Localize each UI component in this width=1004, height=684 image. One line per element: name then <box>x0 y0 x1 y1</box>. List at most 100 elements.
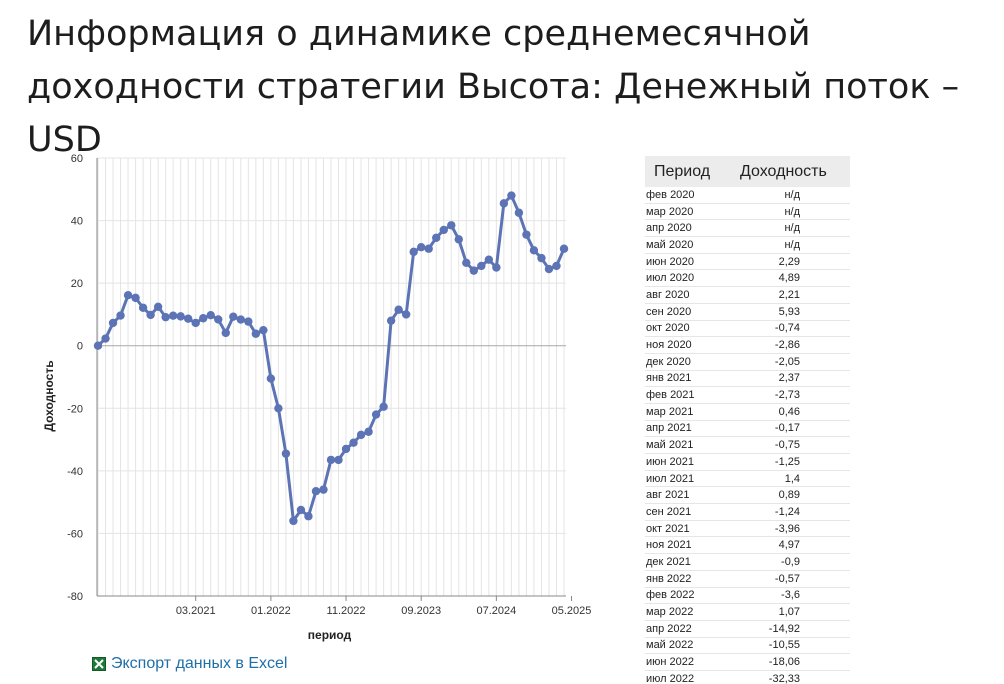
row-yield: -0,57 <box>736 570 850 588</box>
row-yield: 2,29 <box>736 253 850 271</box>
row-yield: -14,92 <box>736 620 850 638</box>
row-yield: -2,05 <box>736 353 850 371</box>
data-point <box>319 485 328 494</box>
row-period: июл 2020 <box>645 269 736 288</box>
row-period: июн 2020 <box>645 253 736 271</box>
data-point <box>274 404 283 413</box>
x-tick-label: 01.2022 <box>251 605 291 617</box>
row-yield: -2,73 <box>736 386 850 404</box>
row-period: фев 2021 <box>645 386 736 404</box>
data-point <box>236 315 246 324</box>
data-point <box>416 242 426 252</box>
data-point <box>251 329 261 338</box>
data-point <box>394 305 403 314</box>
page-title: Информация о динамике среднемесячной дох… <box>27 14 960 160</box>
row-yield: -1,24 <box>736 503 850 521</box>
row-yield: 2,37 <box>736 370 850 388</box>
row-yield: н/д <box>736 236 850 254</box>
data-point <box>341 444 351 454</box>
row-yield: -0,75 <box>736 436 850 454</box>
yield-table-container[interactable]: Период Доходность фев 2020 н/д мар 2020 н/д… <box>645 156 850 684</box>
data-point <box>544 264 554 274</box>
row-yield: -1,25 <box>736 453 850 471</box>
data-point <box>311 486 321 496</box>
x-tick-label: 05.2025 <box>552 605 592 617</box>
table-row: май 2020 н/д <box>645 236 850 254</box>
data-point <box>326 455 336 465</box>
y-tick-label: 0 <box>77 341 83 353</box>
row-period: май 2020 <box>645 236 736 254</box>
data-point <box>454 235 463 244</box>
data-point <box>559 244 569 253</box>
data-point <box>552 261 561 271</box>
row-period: май 2021 <box>645 436 736 454</box>
row-period: апр 2020 <box>645 219 736 238</box>
row-yield: н/д <box>736 219 850 238</box>
y-tick-label: -60 <box>67 528 83 540</box>
data-point <box>131 293 140 303</box>
table-row: апр 2021 -0,17 <box>645 420 850 438</box>
data-point <box>138 303 148 312</box>
data-point <box>529 246 539 255</box>
data-point <box>462 258 471 268</box>
data-point <box>477 261 486 271</box>
data-point <box>469 266 479 275</box>
y-tick-label: -40 <box>67 466 83 478</box>
data-point <box>153 302 163 311</box>
row-yield: н/д <box>736 187 850 204</box>
data-point <box>439 225 448 235</box>
header-period[interactable]: Период <box>645 156 736 187</box>
data-point <box>364 427 373 436</box>
data-point <box>244 317 253 326</box>
row-period: ноя 2021 <box>645 536 736 555</box>
row-yield: 0,89 <box>736 486 850 505</box>
row-yield: 5,93 <box>736 303 850 321</box>
table-row: фев 2021 -2,73 <box>645 386 850 404</box>
data-point <box>289 516 298 526</box>
table-header-row: Период Доходность <box>645 156 850 187</box>
table-row: авг 2021 0,89 <box>645 486 850 505</box>
export-excel-link[interactable]: Экспорт данных в Excel <box>92 655 287 673</box>
data-point <box>191 318 200 328</box>
row-yield: -32,33 <box>736 670 850 684</box>
data-point <box>93 341 103 350</box>
data-point <box>123 290 133 300</box>
table-row: май 2022 -10,55 <box>645 637 850 655</box>
x-tick-label: 03.2021 <box>176 605 216 617</box>
table-row: фев 2022 -3,6 <box>645 587 850 605</box>
row-period: мар 2022 <box>645 603 736 621</box>
data-point <box>522 230 531 239</box>
row-yield: -2,86 <box>736 336 850 354</box>
data-point <box>499 199 509 208</box>
row-yield: -10,55 <box>736 637 850 655</box>
data-point <box>108 318 118 328</box>
table-row: апр 2022 -14,92 <box>645 620 850 638</box>
row-period: мар 2020 <box>645 203 736 221</box>
row-period: янв 2021 <box>645 370 736 388</box>
row-yield: 4,89 <box>736 269 850 288</box>
row-yield: -0,9 <box>736 553 850 571</box>
data-point <box>221 328 230 338</box>
y-tick-label: 60 <box>71 153 83 165</box>
data-point <box>424 244 433 253</box>
row-yield: -3,6 <box>736 587 850 605</box>
table-row: ноя 2020 -2,86 <box>645 336 850 354</box>
data-point <box>199 314 208 323</box>
header-yield[interactable]: Доходность <box>736 156 850 187</box>
row-yield: -0,17 <box>736 420 850 438</box>
data-point <box>432 233 441 242</box>
x-tick-label: 09.2023 <box>401 605 441 617</box>
y-tick-label: -80 <box>67 591 83 603</box>
row-yield: н/д <box>736 203 850 221</box>
data-point <box>214 315 223 324</box>
row-period: июл 2021 <box>645 470 736 488</box>
data-point <box>296 505 306 515</box>
table-row: июн 2021 -1,25 <box>645 453 850 471</box>
data-point <box>116 311 125 320</box>
data-point <box>507 191 516 200</box>
data-point <box>484 255 494 264</box>
table-row: окт 2021 -3,96 <box>645 520 850 538</box>
data-point <box>492 263 501 272</box>
row-period: мар 2021 <box>645 403 736 421</box>
table-row: мар 2020 н/д <box>645 203 850 221</box>
